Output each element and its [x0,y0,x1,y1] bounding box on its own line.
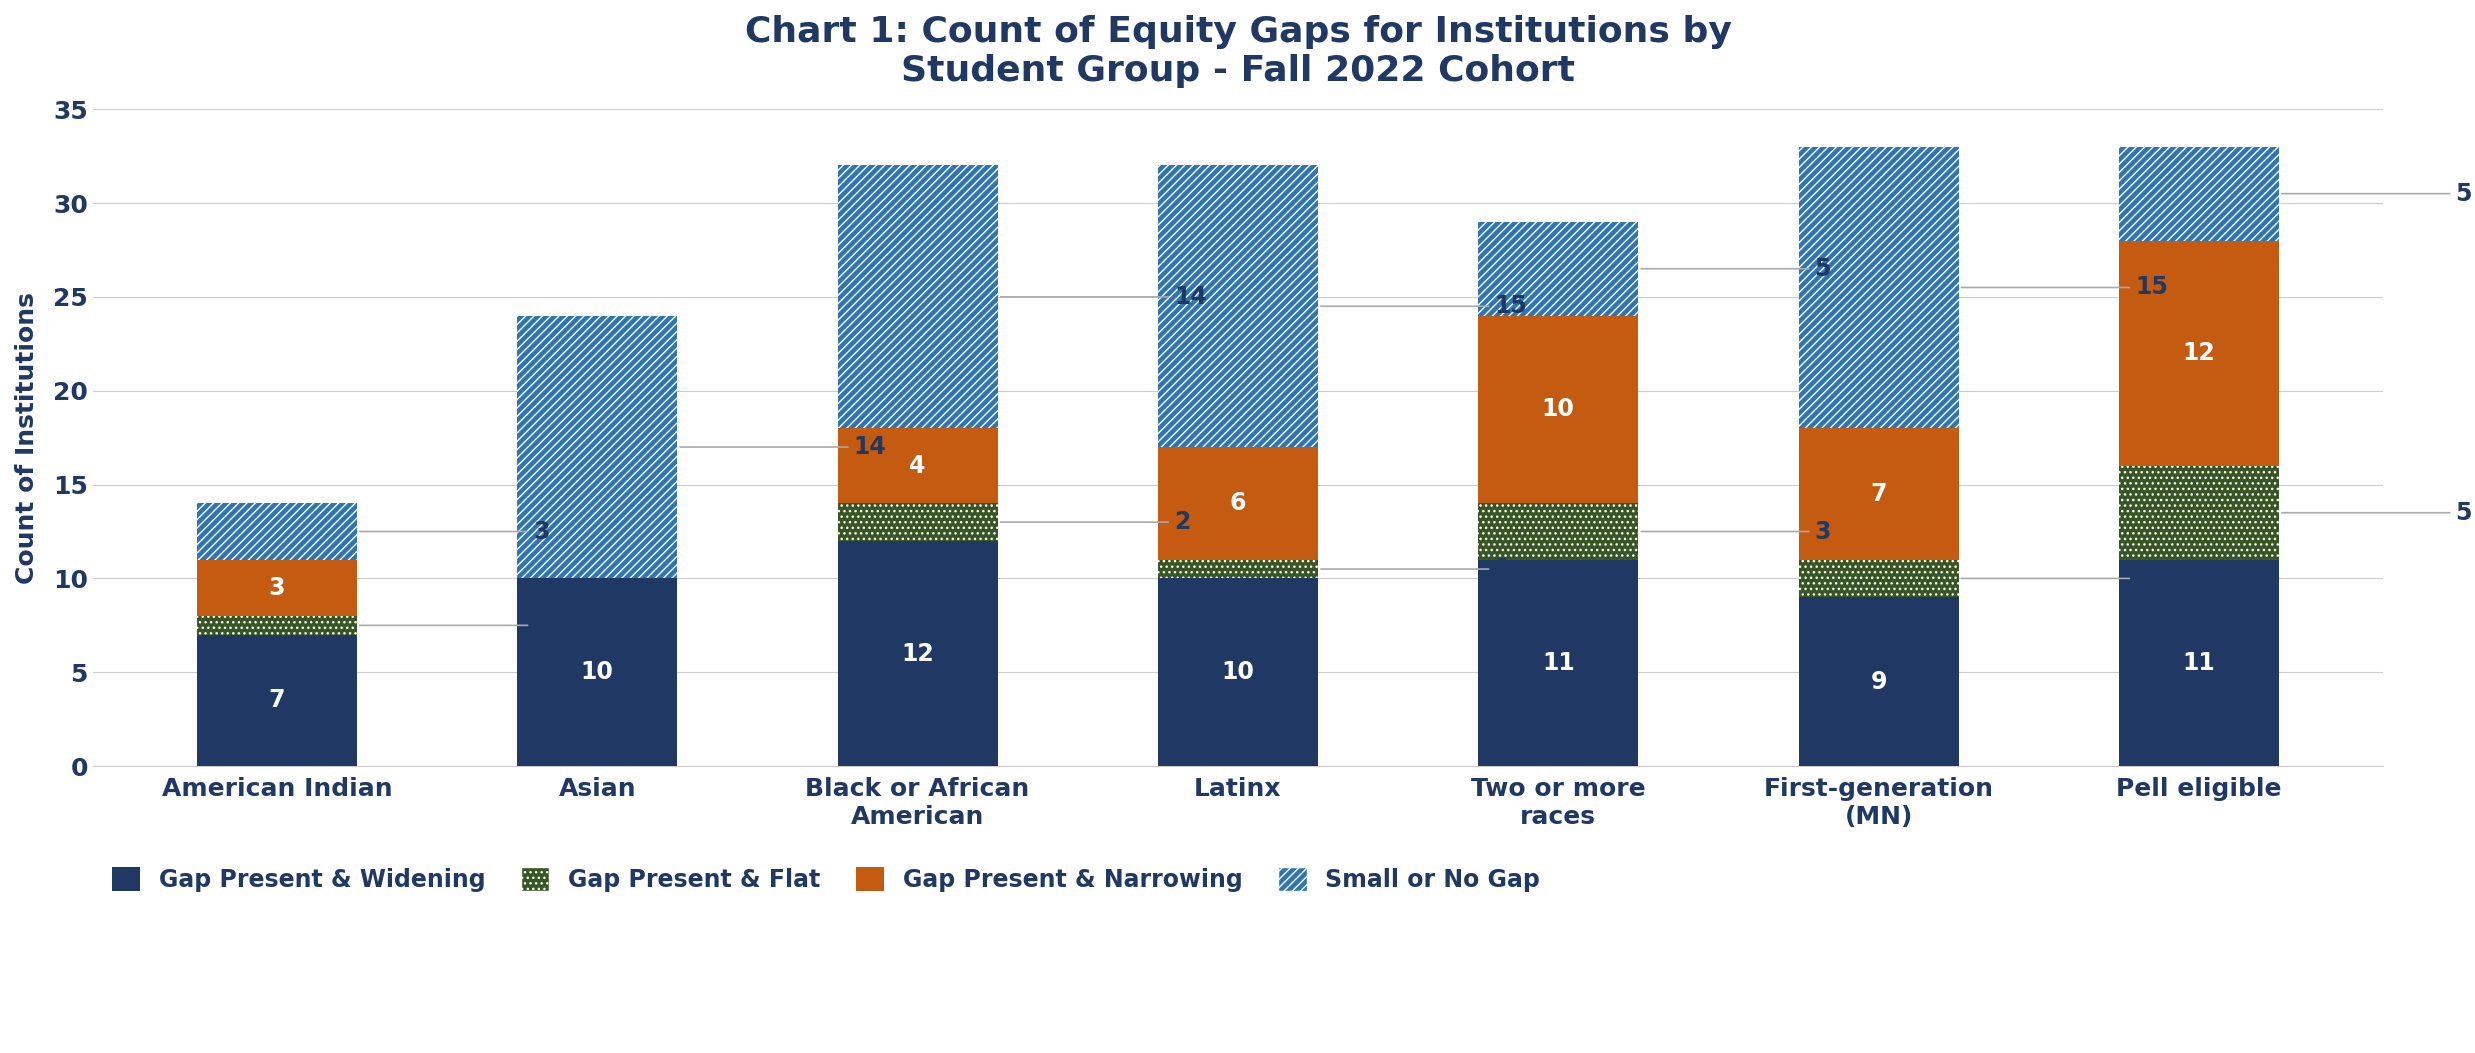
Bar [1158,165,1319,448]
Text: 3: 3 [359,519,549,543]
Text: 12: 12 [2183,341,2215,365]
Text: 10: 10 [582,660,614,684]
Bar [1478,503,1638,559]
Bar [1799,146,1958,429]
Bar [837,541,997,767]
Text: 5: 5 [2282,182,2473,205]
Bar [2119,146,2279,240]
Bar [1478,559,1638,767]
Bar [1158,559,1319,578]
Bar [1799,559,1958,597]
Bar [517,316,678,578]
Text: 3: 3 [270,576,285,600]
Bar [1799,429,1958,559]
Bar [198,503,356,559]
Text: 9: 9 [1871,670,1886,694]
Bar [2119,240,2279,465]
Text: 2: 2 [1000,510,1190,534]
Text: 12: 12 [901,641,933,665]
Text: 1: 1 [359,613,549,637]
Legend: Gap Present & Widening, Gap Present & Flat, Gap Present & Narrowing, Small or No: Gap Present & Widening, Gap Present & Fl… [104,859,1547,899]
Bar [1478,316,1638,503]
Text: 2: 2 [1963,567,2151,591]
Bar [837,503,997,541]
Y-axis label: Count of Institutions: Count of Institutions [15,292,40,583]
Text: 15: 15 [1963,276,2168,299]
Text: 6: 6 [1230,492,1247,515]
Bar [517,578,678,767]
Bar [198,559,356,616]
Bar [198,635,356,767]
Text: 10: 10 [1542,397,1574,421]
Text: 1: 1 [1322,557,1510,581]
Text: 11: 11 [1542,651,1574,675]
Bar [837,165,997,429]
Text: 4: 4 [908,454,926,478]
Bar [1478,222,1638,316]
Text: 7: 7 [1871,482,1886,505]
Text: 10: 10 [1223,660,1255,684]
Title: Chart 1: Count of Equity Gaps for Institutions by
Student Group - Fall 2022 Coho: Chart 1: Count of Equity Gaps for Instit… [745,15,1732,88]
Text: 5: 5 [2282,501,2473,524]
Bar [2119,559,2279,767]
Bar [837,429,997,503]
Bar [198,616,356,635]
Text: 14: 14 [681,435,886,459]
Bar [1158,448,1319,559]
Bar [1799,597,1958,767]
Bar [1158,578,1319,767]
Text: 3: 3 [1641,519,1832,543]
Text: 15: 15 [1322,294,1527,318]
Text: 7: 7 [270,689,285,713]
Text: 14: 14 [1000,285,1208,309]
Text: 5: 5 [1641,257,1832,281]
Text: 11: 11 [2183,651,2215,675]
Bar [2119,465,2279,559]
